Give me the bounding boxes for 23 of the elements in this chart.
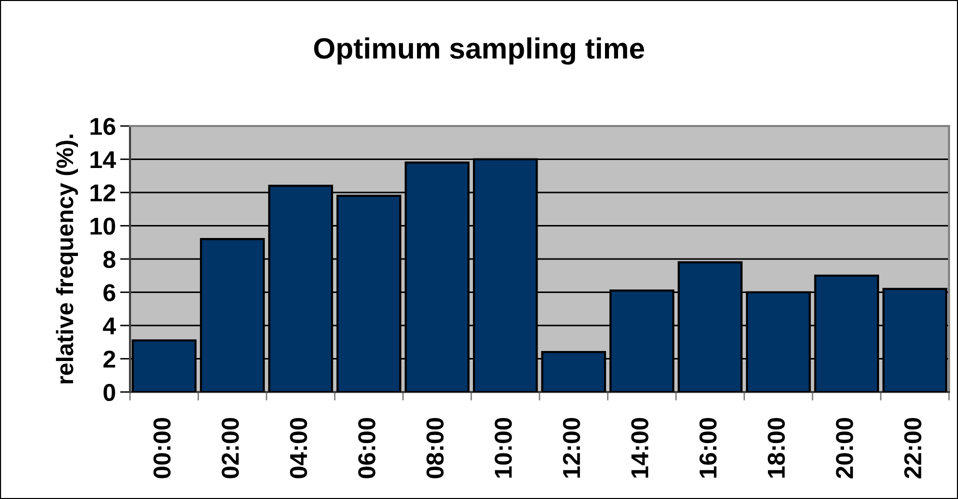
- x-tick-label: 18:00: [768, 418, 785, 478]
- y-tick-label: 16: [90, 118, 116, 136]
- x-tick-label: 00:00: [153, 418, 171, 478]
- x-tick-label: 06:00: [358, 418, 376, 478]
- x-tick-label: 10:00: [494, 418, 512, 478]
- chart-title: Optimum sampling time: [314, 37, 644, 65]
- x-tick-label: 20:00: [836, 418, 854, 478]
- y-tick-label: 0: [104, 384, 116, 402]
- y-tick-label: 8: [103, 250, 116, 268]
- x-tick-label: 04:00: [290, 418, 308, 478]
- x-tick-label: 08:00: [426, 418, 444, 478]
- x-tick-label: 02:00: [222, 418, 239, 478]
- x-tick-label: 12:00: [562, 418, 580, 478]
- y-tick-label: 2: [103, 350, 116, 368]
- y-tick-label: 10: [90, 218, 116, 235]
- y-tick-label: 12: [90, 184, 116, 202]
- x-tick-label: 14:00: [631, 418, 648, 478]
- x-tick-label: 22:00: [904, 418, 922, 478]
- y-tick-label: 4: [102, 318, 116, 334]
- x-tick-label: 16:00: [699, 418, 717, 478]
- y-tick-label: 14: [90, 151, 116, 168]
- y-axis-title: relative frequency (%).: [56, 134, 78, 384]
- y-tick-label: 6: [103, 284, 116, 302]
